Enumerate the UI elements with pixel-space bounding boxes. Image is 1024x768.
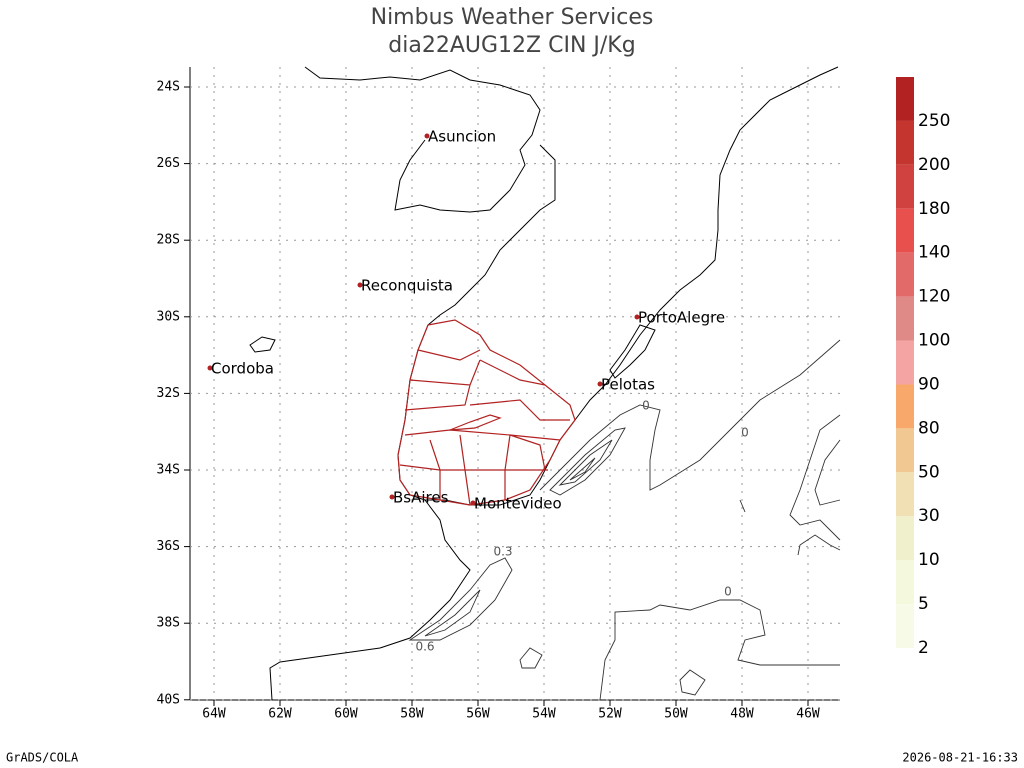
contour-label: 0 — [724, 585, 732, 599]
subtitle: dia22AUG12Z CIN J/Kg — [388, 33, 635, 58]
border — [397, 319, 576, 506]
lat-label: 40S — [157, 692, 180, 707]
city-label: Asuncion — [428, 128, 496, 146]
contour-label: 0 — [741, 426, 749, 440]
city-label: Pelotas — [601, 376, 655, 394]
lon-label: 58W — [400, 707, 424, 722]
colorbar-swatch — [896, 472, 914, 517]
cities: Asuncion Reconquista Cordoba PortoAlegre Pel… — [207, 128, 749, 654]
lat-label: 38S — [157, 616, 180, 631]
city-dot — [634, 314, 640, 320]
lon-label: 62W — [268, 707, 292, 722]
colorbar-label: 50 — [918, 462, 940, 482]
contour-label: 0.6 — [415, 640, 434, 654]
city-label: PortoAlegre — [638, 309, 725, 327]
colorbar-swatch — [896, 340, 914, 385]
colorbar-swatch — [896, 164, 914, 209]
colorbar-label: 80 — [918, 418, 940, 438]
footer-right: 2026-08-21-16:33 — [902, 751, 1018, 765]
colorbar-swatch — [896, 208, 914, 253]
colorbar-label: 90 — [918, 374, 940, 394]
city-dot — [470, 500, 476, 506]
city-label: Reconquista — [361, 277, 453, 295]
city-label: Montevideo — [474, 495, 562, 513]
city-dot — [424, 133, 430, 139]
lon-label: 46W — [796, 707, 820, 722]
colorbar-swatch — [896, 252, 914, 297]
colorbar-label: 5 — [918, 594, 929, 614]
colorbar-label: 200 — [918, 155, 950, 175]
colorbar-swatch — [896, 77, 914, 121]
lat-label: 24S — [157, 80, 180, 95]
lat-label: 26S — [157, 156, 180, 171]
river — [427, 144, 556, 326]
colorbar: 250 200 180 140 120 100 90 80 50 30 10 5 2 — [896, 77, 950, 658]
colorbar-label: 180 — [918, 199, 950, 219]
city-label: Cordoba — [211, 360, 274, 378]
lat-label: 34S — [157, 463, 180, 478]
footer-left: GrADS/COLA — [6, 751, 79, 765]
colorbar-swatch — [896, 560, 914, 605]
lon-label: 52W — [598, 707, 622, 722]
lat-label: 32S — [157, 386, 180, 401]
colorbar-label: 10 — [918, 550, 940, 570]
colorbar-label: 140 — [918, 243, 950, 263]
lat-label: 36S — [157, 539, 180, 554]
lat-label: 30S — [157, 309, 180, 324]
contour — [599, 599, 840, 701]
city-dot — [597, 381, 603, 387]
colorbar-swatch — [896, 296, 914, 341]
contour-label: 0 — [642, 399, 650, 413]
lat-label: 28S — [157, 233, 180, 248]
city-dot — [207, 365, 213, 371]
contour — [679, 499, 841, 696]
coastline — [304, 66, 541, 213]
contour — [519, 647, 543, 669]
contour — [789, 414, 841, 541]
city-dot — [357, 282, 363, 288]
colorbar-label: 100 — [918, 331, 950, 351]
contour — [539, 339, 841, 491]
lon-label: 64W — [202, 707, 226, 722]
lake — [449, 414, 502, 431]
coastline — [269, 499, 471, 701]
contour — [408, 557, 513, 641]
lon-label: 50W — [664, 707, 688, 722]
lon-label: 56W — [466, 707, 490, 722]
title: Nimbus Weather Services — [371, 5, 654, 30]
colorbar-label: 30 — [918, 506, 940, 526]
lagoon — [609, 324, 656, 379]
lon-label: 60W — [334, 707, 358, 722]
colorbar-swatch — [896, 516, 914, 561]
colorbar-swatch — [896, 428, 914, 473]
city-dot — [389, 494, 395, 500]
island — [249, 336, 276, 353]
border — [399, 349, 570, 506]
colorbar-swatch — [896, 604, 914, 648]
colorbar-label: 120 — [918, 287, 950, 307]
lon-label: 48W — [730, 707, 754, 722]
lon-label: 54W — [532, 707, 556, 722]
grid: 24S 26S 28S 30S 32S 34S 36S 38S 40S 64W 62W 60W 58W 5… — [157, 67, 840, 722]
contour — [549, 427, 626, 496]
colorbar-label: 2 — [918, 638, 929, 658]
city-label: BsAires — [393, 489, 449, 507]
colorbar-label: 250 — [918, 111, 950, 131]
colorbar-swatch — [896, 384, 914, 429]
contour-label: 0.3 — [493, 545, 512, 559]
colorbar-swatch — [896, 120, 914, 165]
